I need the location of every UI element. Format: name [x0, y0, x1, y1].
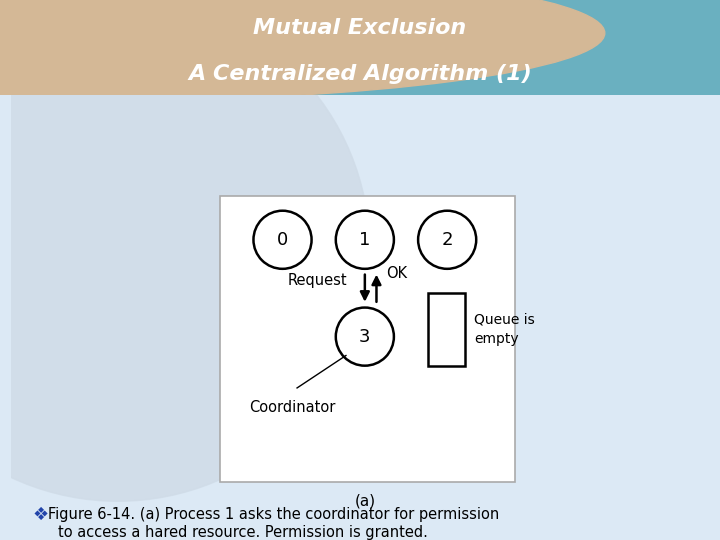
- Circle shape: [0, 0, 644, 151]
- Text: ❖: ❖: [32, 506, 49, 524]
- Circle shape: [0, 0, 605, 101]
- Text: Mutual Exclusion: Mutual Exclusion: [253, 18, 467, 38]
- Circle shape: [418, 211, 476, 269]
- Bar: [220, 196, 515, 482]
- Text: Figure 6-14. (a) Process 1 asks the coordinator for permission: Figure 6-14. (a) Process 1 asks the coor…: [48, 507, 500, 522]
- Text: 0: 0: [277, 231, 288, 249]
- Text: 3: 3: [359, 328, 371, 346]
- Text: to access a hared resource. Permission is granted.: to access a hared resource. Permission i…: [58, 525, 428, 540]
- Text: A Centralized Algorithm (1): A Centralized Algorithm (1): [188, 64, 532, 84]
- Text: 2: 2: [441, 231, 453, 249]
- Circle shape: [144, 0, 720, 118]
- Text: 1: 1: [359, 231, 371, 249]
- Bar: [428, 293, 464, 366]
- Circle shape: [336, 211, 394, 269]
- Circle shape: [253, 211, 312, 269]
- Text: Request: Request: [288, 273, 348, 288]
- Circle shape: [0, 0, 369, 501]
- Text: (a): (a): [354, 494, 375, 509]
- Text: OK: OK: [386, 266, 408, 281]
- Text: Coordinator: Coordinator: [249, 400, 336, 415]
- Circle shape: [336, 308, 394, 366]
- Text: Queue is
empty: Queue is empty: [474, 313, 535, 346]
